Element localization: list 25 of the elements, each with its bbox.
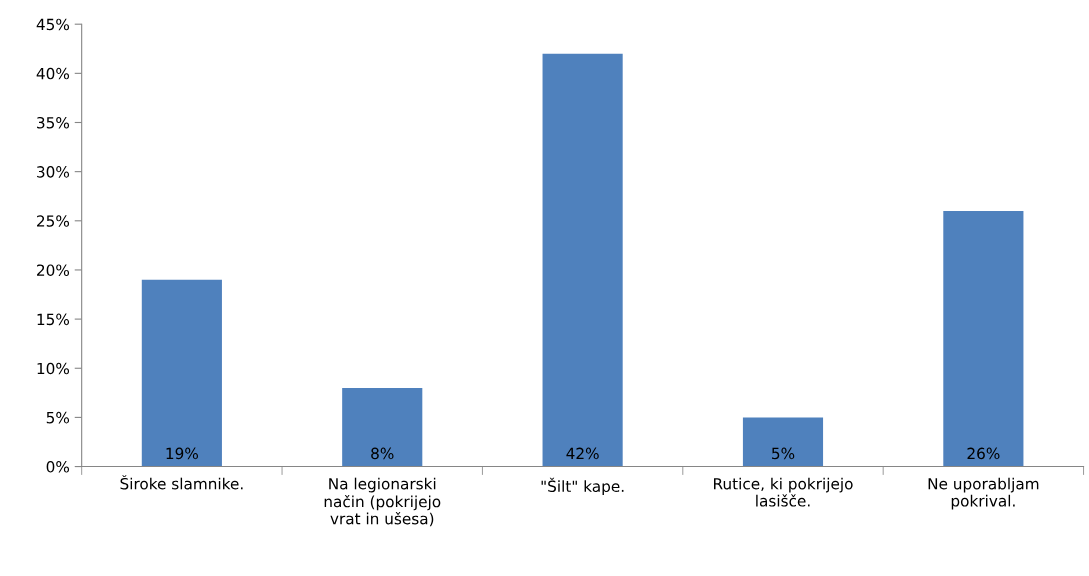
y-tick-label: 10%: [37, 362, 70, 375]
x-tick-label: Rutice, ki pokrijejo lasišče.: [714, 477, 853, 507]
y-tick-label: 0%: [46, 461, 70, 473]
bar: [141, 279, 222, 467]
data-label: 42%: [566, 447, 599, 460]
bar: [342, 387, 423, 467]
bar: [943, 210, 1024, 467]
y-tick-label: 20%: [37, 264, 70, 276]
data-label: 5%: [772, 447, 795, 460]
data-label: 26%: [967, 447, 1000, 460]
y-tick-label: 45%: [36, 18, 70, 31]
y-tick-label: 30%: [37, 166, 70, 178]
data-label: 19%: [166, 447, 198, 460]
bar: [542, 53, 623, 467]
y-tick-label: 35%: [37, 116, 70, 129]
y-tick-label: 5%: [46, 411, 70, 424]
bar: [742, 417, 824, 467]
y-tick-label: 15%: [37, 313, 70, 326]
x-tick-label: Široke slamnike.: [120, 475, 243, 490]
x-tick-label: "Šilt" kape.: [541, 477, 624, 495]
x-tick-label: Ne uporabljam pokrival.: [928, 477, 1039, 510]
y-tick-label: 40%: [36, 67, 70, 80]
x-tick-label: Na legionarski način (pokrijejo vrat in ušesa): [324, 477, 441, 527]
y-tick-label: 25%: [37, 215, 70, 227]
data-label: 8%: [371, 447, 394, 460]
